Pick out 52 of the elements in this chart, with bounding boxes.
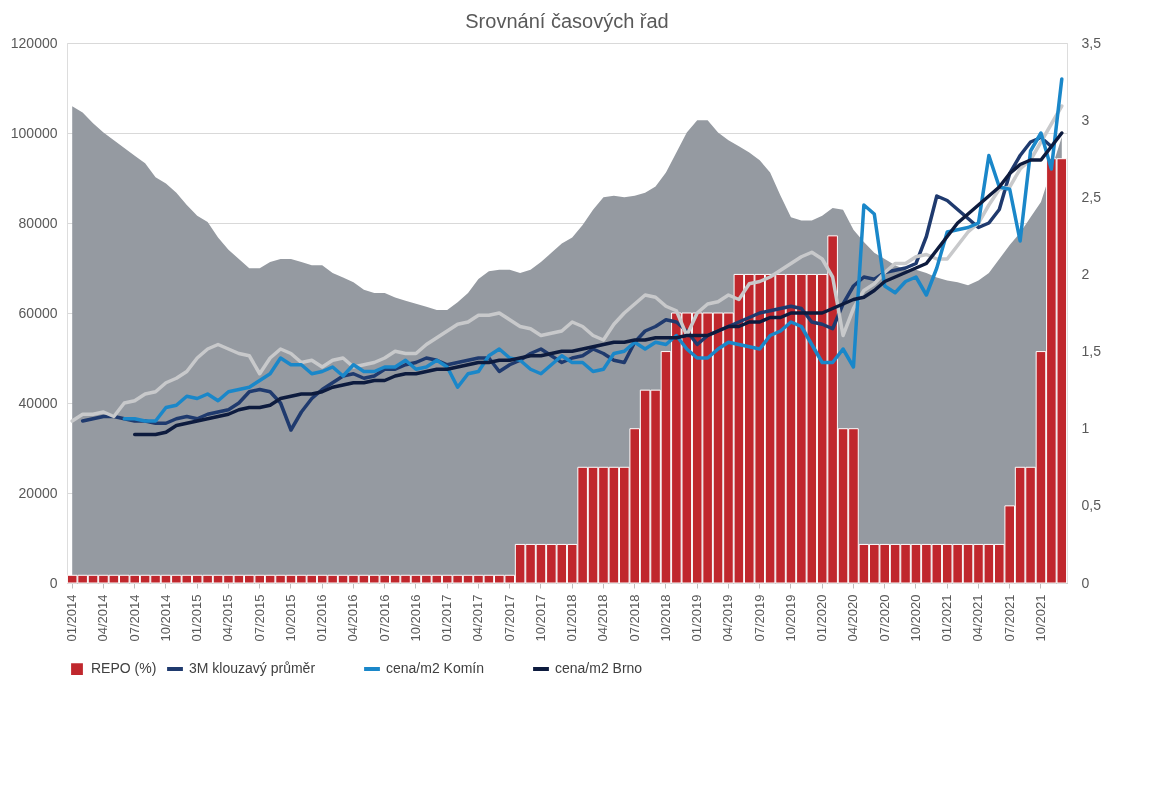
x-tick-label: 04/2019	[720, 594, 736, 642]
x-tick-label: 04/2015	[220, 594, 236, 642]
legend-label: cena/m2 Komín	[386, 660, 485, 676]
x-tick-label: 07/2021	[1001, 594, 1017, 642]
x-tick-label: 04/2014	[95, 594, 111, 642]
y2-tick-label: 3,5	[1081, 34, 1102, 51]
y-tick-label: 20000	[18, 484, 58, 501]
y-tick-label: 60000	[18, 304, 58, 321]
y-tick-label: 100000	[10, 124, 58, 141]
x-tick-label: 04/2016	[345, 594, 361, 642]
legend-label: 3M klouzavý průměr	[189, 660, 316, 676]
x-tick-label: 07/2016	[376, 594, 392, 642]
x-tick-label: 10/2015	[282, 594, 298, 642]
x-tick-label: 07/2015	[251, 594, 267, 642]
y2-tick-label: 1,5	[1081, 343, 1102, 360]
y2-tick-label: 2	[1081, 265, 1090, 282]
x-tick-label: 10/2016	[407, 594, 423, 642]
y-tick-label: 40000	[18, 394, 58, 411]
x-tick-label: 10/2019	[782, 594, 798, 642]
x-tick-label: 01/2017	[439, 594, 455, 642]
chart-title: Srovnání časových řad	[465, 10, 669, 32]
x-tick-label: 07/2014	[126, 594, 142, 642]
x-tick-label: 04/2021	[970, 594, 986, 642]
y2-tick-label: 1	[1081, 420, 1090, 437]
x-tick-label: 04/2020	[845, 594, 861, 642]
x-tick-label: 01/2021	[939, 594, 955, 642]
x-tick-label: 04/2018	[595, 594, 611, 642]
legend-label: REPO (%)	[91, 660, 157, 677]
x-tick-label: 07/2019	[751, 594, 767, 642]
x-tick-label: 10/2018	[657, 594, 673, 642]
y2-tick-label: 2,5	[1081, 188, 1102, 205]
y2-tick-label: 0,5	[1081, 497, 1102, 514]
x-tick-label: 01/2018	[564, 594, 580, 642]
y-tick-label: 0	[49, 574, 58, 591]
x-tick-label: 07/2017	[501, 594, 517, 642]
x-tick-label: 01/2014	[64, 594, 80, 642]
x-tick-label: 10/2020	[907, 594, 923, 642]
x-tick-label: 10/2014	[157, 594, 173, 642]
y-tick-label: 80000	[18, 214, 58, 231]
y2-tick-label: 0	[1081, 574, 1090, 591]
x-tick-label: 10/2017	[532, 594, 548, 642]
legend-label: cena/m2 Brno	[555, 660, 643, 676]
y2-tick-label: 3	[1081, 111, 1090, 128]
x-tick-label: 01/2016	[314, 594, 330, 642]
x-tick-label: 07/2018	[626, 594, 642, 642]
y-tick-label: 120000	[10, 34, 58, 51]
x-tick-label: 04/2017	[470, 594, 486, 642]
x-tick-label: 01/2015	[189, 594, 205, 642]
x-tick-label: 10/2021	[1032, 594, 1048, 642]
x-tick-label: 07/2020	[876, 594, 892, 642]
x-tick-label: 01/2020	[814, 594, 830, 642]
x-tick-label: 01/2019	[689, 594, 705, 642]
